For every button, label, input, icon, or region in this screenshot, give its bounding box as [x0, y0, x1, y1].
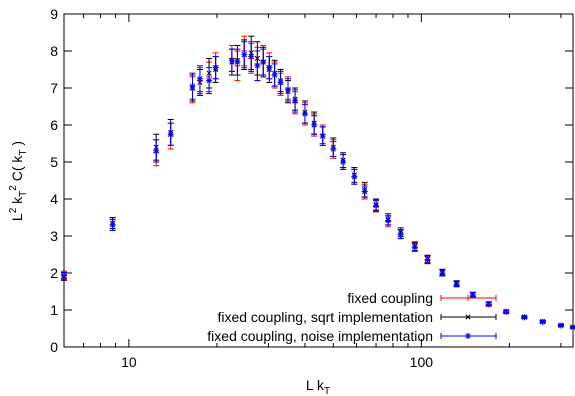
legend-label: fixed coupling, sqrt implementation: [217, 309, 433, 325]
data-point: [397, 229, 404, 240]
y-tick-label: 1: [50, 302, 58, 318]
data-point: [254, 50, 261, 82]
y-tick-label: 7: [50, 80, 58, 96]
data-point: [234, 48, 241, 76]
data-point: [503, 308, 510, 315]
data-point: [319, 126, 326, 146]
data-point: [311, 115, 318, 135]
data-point: [61, 271, 67, 281]
data-point: [189, 72, 196, 100]
y-tick-label: 3: [50, 228, 58, 244]
y-tick-label: 4: [50, 191, 58, 207]
data-point: [373, 199, 380, 212]
data-point: [453, 281, 460, 288]
plot-frame: [63, 13, 574, 348]
x-tick-label: 10: [121, 354, 137, 370]
data-point: [411, 242, 418, 252]
x-axis-ticks: 10 100: [63, 14, 562, 370]
data-point: [228, 48, 235, 72]
x-tick-label: 100: [410, 354, 434, 370]
data-point: [521, 314, 528, 321]
data-point: [277, 70, 284, 95]
data-point: [351, 168, 358, 185]
data-point: [385, 215, 392, 226]
data-point: [167, 122, 174, 146]
legend-entry: fixed coupling, noise implementation: [207, 328, 497, 344]
legend: fixed coupling fixed coupling, sqrt imple…: [207, 290, 497, 344]
data-point: [424, 255, 431, 264]
data-point: [266, 56, 273, 80]
data-point: [557, 322, 564, 329]
data-point: [153, 139, 160, 163]
y-tick-label: 8: [50, 43, 58, 59]
data-point: [469, 291, 476, 298]
data-point: [285, 78, 292, 102]
series-layer: [61, 35, 575, 331]
legend-label: fixed coupling, noise implementation: [207, 328, 433, 344]
legend-entry: fixed coupling: [347, 290, 497, 306]
y-tick-label: 9: [50, 6, 58, 22]
y-tick-label: 6: [50, 117, 58, 133]
legend-label: fixed coupling: [347, 290, 433, 306]
data-point: [361, 185, 368, 198]
data-point: [292, 89, 299, 113]
y-tick-label: 5: [50, 154, 58, 170]
data-point: [539, 318, 546, 325]
data-point: [340, 154, 347, 170]
data-point: [241, 41, 248, 69]
data-point: [485, 301, 492, 308]
data-point: [248, 41, 255, 72]
legend-entry: fixed coupling, sqrt implementation: [217, 309, 497, 325]
data-point: [206, 67, 213, 95]
y-tick-label: 0: [50, 339, 58, 355]
data-point: [301, 104, 308, 124]
data-point: [109, 218, 116, 231]
data-point: [196, 65, 203, 93]
data-point: [260, 48, 267, 76]
y-axis-ticks: 0 1 2 3 4 5 6 7 8 9: [50, 6, 573, 355]
data-point: [212, 56, 219, 80]
data-point: [330, 141, 337, 157]
data-point: [271, 63, 278, 87]
data-point: [439, 269, 446, 277]
y-axis-title: L2 kT2 C( kT ): [8, 141, 29, 221]
y-tick-label: 2: [50, 265, 58, 281]
